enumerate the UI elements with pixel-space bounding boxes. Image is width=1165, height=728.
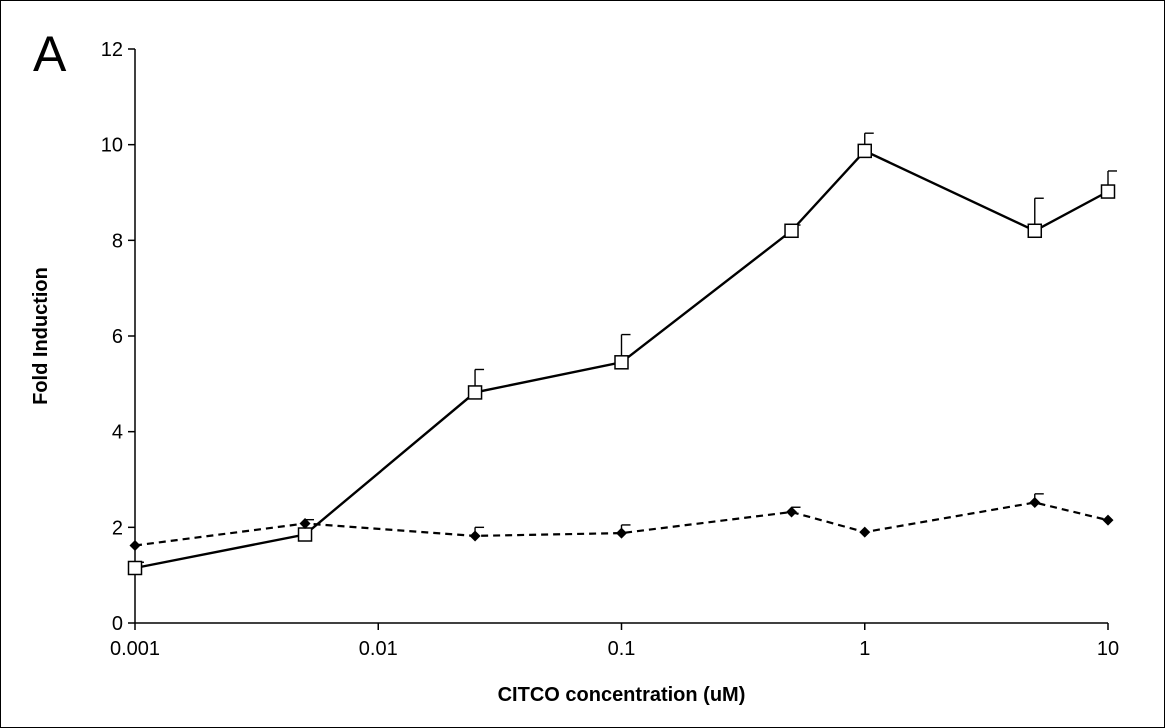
data-point [784,223,799,239]
y-tick-label: 4 [112,422,123,444]
x-tick-label: 0.001 [110,638,160,660]
data-point [786,506,798,518]
x-tick-label: 1 [859,638,870,660]
y-tick-label: 8 [112,230,123,252]
x-tick-label: 0.01 [359,638,398,660]
series-layer [127,132,1117,576]
y-tick-label: 0 [112,613,123,635]
series-line [134,501,1109,547]
data-point [616,527,627,539]
data-point [859,526,871,538]
data-point [469,530,481,542]
data-point [129,540,141,552]
panel-label: A [33,26,67,82]
data-point [297,527,313,542]
y-axis-title: Fold Induction [30,267,52,405]
x-axis-title: CITCO concentration (uM) [498,684,746,706]
data-point [299,518,311,530]
y-tick-label: 2 [112,517,123,539]
data-point [1027,223,1043,239]
series-2 [129,493,1114,552]
data-point [467,385,483,400]
x-tick-label: 10 [1097,638,1119,660]
data-point [857,143,872,159]
data-point [1102,514,1114,526]
data-point [1100,184,1116,199]
data-point [1029,496,1041,508]
y-tick-label: 12 [101,39,123,61]
series-1 [127,132,1117,576]
y-tick-label: 6 [112,326,123,348]
series-line [134,149,1109,570]
data-point [614,355,629,370]
data-point [127,560,143,576]
x-ticks: 0.001 0.01 0.1 1 10 [110,623,1119,660]
y-ticks: 0 2 4 6 8 10 12 [101,39,135,635]
y-tick-label: 10 [101,135,123,157]
x-tick-label: 0.1 [608,638,636,660]
